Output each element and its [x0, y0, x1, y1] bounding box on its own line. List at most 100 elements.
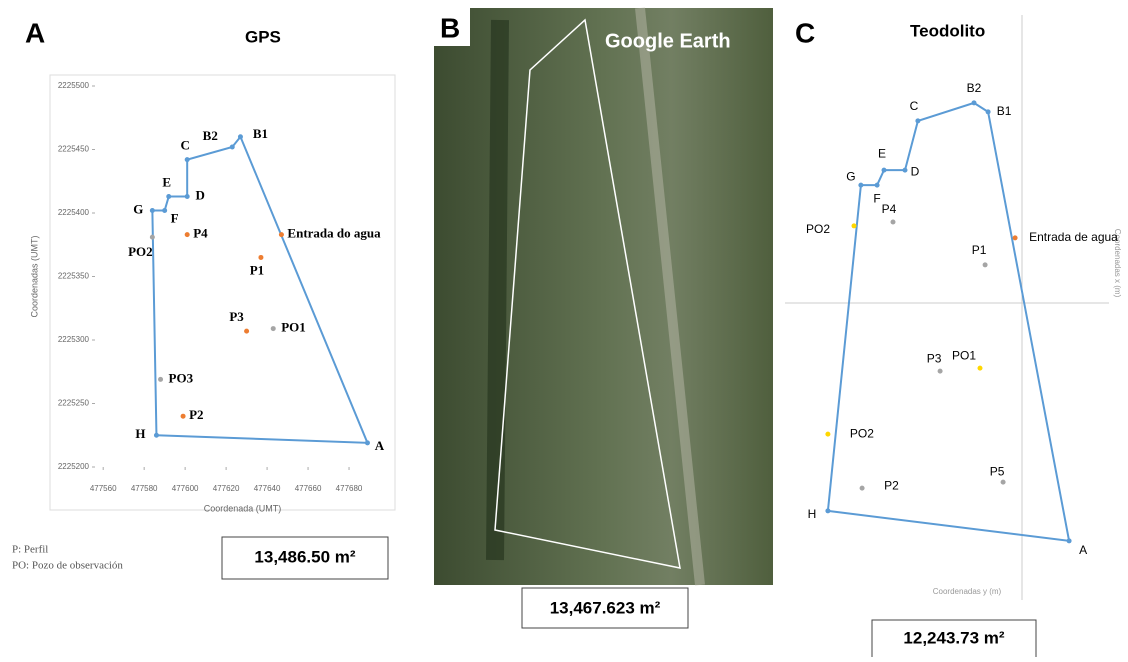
panel-title: Google Earth	[605, 30, 731, 52]
vertex-label: B2	[203, 128, 218, 143]
point	[150, 235, 155, 240]
panel-letter: C	[795, 17, 815, 48]
point	[1001, 480, 1006, 485]
point-label: P4	[193, 226, 208, 241]
vertex-label: D	[195, 187, 204, 202]
point-label: PO2	[850, 426, 874, 440]
y-tick-label: 2225200	[58, 462, 90, 471]
point-label: PO2	[806, 222, 830, 236]
boundary-vertex	[365, 440, 370, 445]
vertex-label: D	[911, 164, 920, 178]
vertex-label: B1	[997, 104, 1012, 118]
boundary-vertex	[166, 194, 171, 199]
panel-letter: B	[440, 12, 460, 43]
vertex-label: G	[133, 201, 143, 216]
figure: B Google Earth 13,467.623 m² A GPS 2225200…	[0, 0, 1128, 657]
x-tick-label: 477580	[131, 484, 158, 493]
vertex-label: C	[180, 138, 189, 153]
x-axis-title: Coordenadas y (m)	[933, 587, 1002, 596]
point-label: Entrada do agua	[287, 226, 381, 241]
boundary-vertex	[825, 508, 830, 513]
vertex-label: B2	[967, 81, 982, 95]
vertex-label: H	[135, 426, 145, 441]
y-axis-title: Coordenadas (UMT)	[29, 235, 39, 317]
panel-letter: A	[25, 17, 45, 48]
point	[181, 414, 186, 419]
point-label: Entrada de agua	[1029, 230, 1118, 244]
point	[258, 255, 263, 260]
point	[860, 486, 865, 491]
vertex-label: H	[808, 507, 817, 521]
area-label: 13,486.50 m²	[254, 547, 355, 566]
point	[271, 326, 276, 331]
area-label: 13,467.623 m²	[550, 598, 661, 617]
point-label: PO1	[281, 320, 306, 335]
x-tick-label: 477660	[295, 484, 322, 493]
point	[978, 366, 983, 371]
boundary-vertex	[154, 433, 159, 438]
boundary-vertex	[238, 134, 243, 139]
vertex-label: F	[171, 210, 179, 225]
boundary-vertex	[858, 183, 863, 188]
point-label: PO1	[952, 348, 976, 362]
point-label: P5	[990, 464, 1005, 478]
vertex-label: A	[1079, 543, 1087, 557]
boundary-line	[828, 103, 1069, 541]
point	[983, 262, 988, 267]
point-label: P3	[927, 351, 942, 365]
area-label: 12,243.73 m²	[903, 628, 1004, 647]
vertex-label: E	[878, 146, 886, 160]
point	[158, 377, 163, 382]
vertex-label: A	[375, 438, 385, 453]
vertex-label: B1	[253, 126, 268, 141]
x-axis-title: Coordenada (UMT)	[204, 503, 282, 513]
point-label: P1	[250, 262, 264, 277]
note: PO: Pozo de observación	[12, 560, 123, 572]
chart-title: GPS	[245, 27, 281, 46]
boundary-vertex	[875, 183, 880, 188]
x-tick-label: 477680	[336, 484, 363, 493]
boundary-vertex	[185, 194, 190, 199]
y-tick-label: 2225450	[58, 145, 90, 154]
chart-title: Teodolito	[910, 21, 985, 40]
point-label: PO2	[128, 244, 153, 259]
boundary-vertex	[150, 208, 155, 213]
x-tick-label: 477620	[213, 484, 240, 493]
boundary-vertex	[162, 208, 167, 213]
boundary-line	[152, 137, 367, 443]
point	[938, 369, 943, 374]
y-tick-label: 2225300	[58, 335, 90, 344]
point-label: P3	[229, 309, 244, 324]
x-tick-label: 477560	[90, 484, 117, 493]
boundary-vertex	[1067, 538, 1072, 543]
vertex-label: F	[873, 191, 880, 205]
boundary-vertex	[903, 168, 908, 173]
boundary-vertex	[972, 100, 977, 105]
x-tick-label: 477640	[254, 484, 281, 493]
point	[852, 223, 857, 228]
chart-frame	[50, 75, 395, 510]
boundary-vertex	[986, 109, 991, 114]
point	[244, 329, 249, 334]
point-label: P4	[882, 202, 897, 216]
boundary-vertex	[230, 144, 235, 149]
note: P: Perfil	[12, 544, 48, 556]
vertex-label: E	[162, 174, 171, 189]
y-tick-label: 2225500	[58, 81, 90, 90]
boundary-vertex	[882, 168, 887, 173]
texture	[434, 8, 773, 585]
point	[825, 432, 830, 437]
y-tick-label: 2225350	[58, 272, 90, 281]
point	[891, 220, 896, 225]
point-label: P2	[884, 478, 899, 492]
boundary-vertex	[915, 118, 920, 123]
page: B Google Earth 13,467.623 m² A GPS 2225200…	[0, 0, 1128, 662]
point	[185, 232, 190, 237]
vertex-label: C	[910, 99, 919, 113]
point	[279, 232, 284, 237]
point-label: P1	[972, 243, 987, 257]
point-label: PO3	[169, 370, 194, 385]
point-label: P2	[189, 407, 203, 422]
y-tick-label: 2225400	[58, 208, 90, 217]
x-tick-label: 477600	[172, 484, 199, 493]
